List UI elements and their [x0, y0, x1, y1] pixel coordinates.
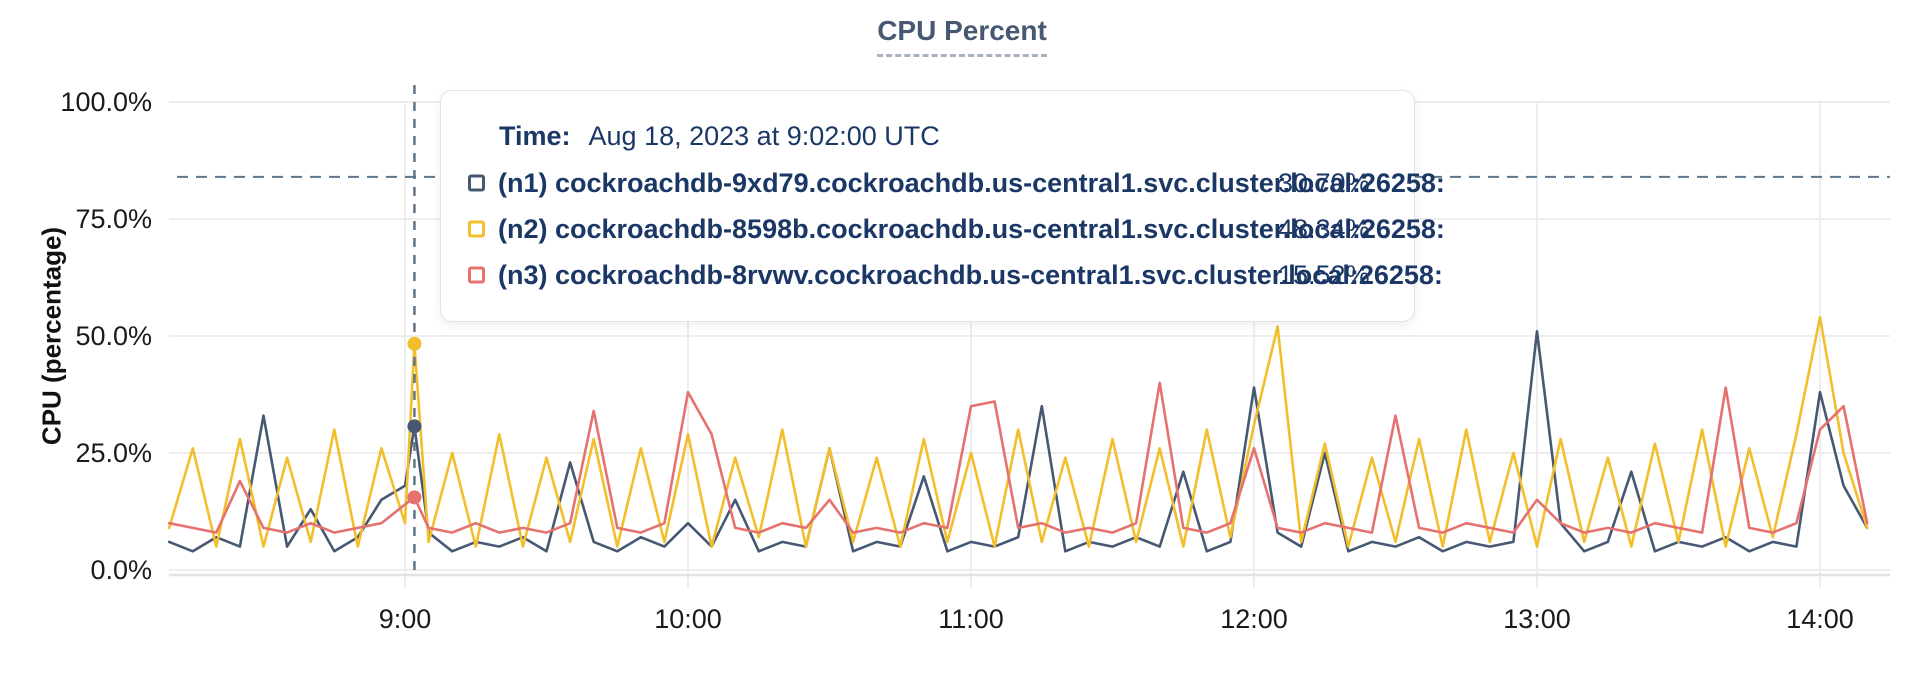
x-tick-label: 14:00	[1786, 604, 1854, 634]
series-n1-value: 30.70%	[1278, 168, 1370, 198]
y-tick-label: 100.0%	[60, 87, 152, 117]
tooltip-series-row-n3: (n3) cockroachdb-8rvwv.cockroachdb.us-ce…	[468, 260, 1443, 290]
x-tick-label: 11:00	[938, 604, 1004, 634]
series-n3-swatch-icon	[468, 266, 485, 284]
hover-dot-n3	[407, 490, 422, 505]
x-tick-label: 9:00	[378, 604, 432, 634]
series-n1-swatch-icon	[468, 174, 485, 192]
hover-dot-n1	[407, 419, 422, 434]
y-tick-label: 25.0%	[75, 438, 152, 468]
series-line-n2	[167, 315, 1869, 548]
series-line-n3	[167, 381, 1869, 534]
x-tick-label: 12:00	[1220, 604, 1288, 634]
tooltip-series-row-n2: (n2) cockroachdb-8598b.cockroachdb.us-ce…	[468, 214, 1445, 244]
series-n2-value: 48.34%	[1278, 214, 1370, 244]
y-tick-label: 50.0%	[75, 321, 152, 351]
series-n2-label: (n2) cockroachdb-8598b.cockroachdb.us-ce…	[498, 214, 1445, 244]
hover-tooltip: Time: Aug 18, 2023 at 9:02:00 UTC (n1) co…	[440, 90, 1445, 322]
chart-title[interactable]: CPU Percent	[877, 15, 1047, 57]
series-n1-label: (n1) cockroachdb-9xd79.cockroachdb.us-ce…	[498, 168, 1445, 198]
y-tick-label: 0.0%	[90, 555, 152, 585]
series-line-n1	[167, 329, 1869, 553]
series-n2-swatch-icon	[468, 220, 485, 238]
hover-dot-n2	[407, 336, 422, 351]
y-tick-label: 75.0%	[75, 204, 152, 234]
tooltip-series-row-n1: (n1) cockroachdb-9xd79.cockroachdb.us-ce…	[468, 168, 1445, 198]
series-n3-label: (n3) cockroachdb-8rvwv.cockroachdb.us-ce…	[498, 260, 1443, 290]
x-tick-label: 10:00	[654, 604, 722, 634]
chart-title-wrap: CPU Percent	[0, 15, 1924, 57]
series-n3-value: 15.52%	[1278, 260, 1370, 290]
tooltip-time-value: Aug 18, 2023 at 9:02:00 UTC	[588, 121, 940, 151]
tooltip-time-row: Time: Aug 18, 2023 at 9:02:00 UTC	[499, 121, 1414, 151]
x-tick-label: 13:00	[1503, 604, 1571, 634]
tooltip-time-label: Time:	[499, 121, 571, 151]
